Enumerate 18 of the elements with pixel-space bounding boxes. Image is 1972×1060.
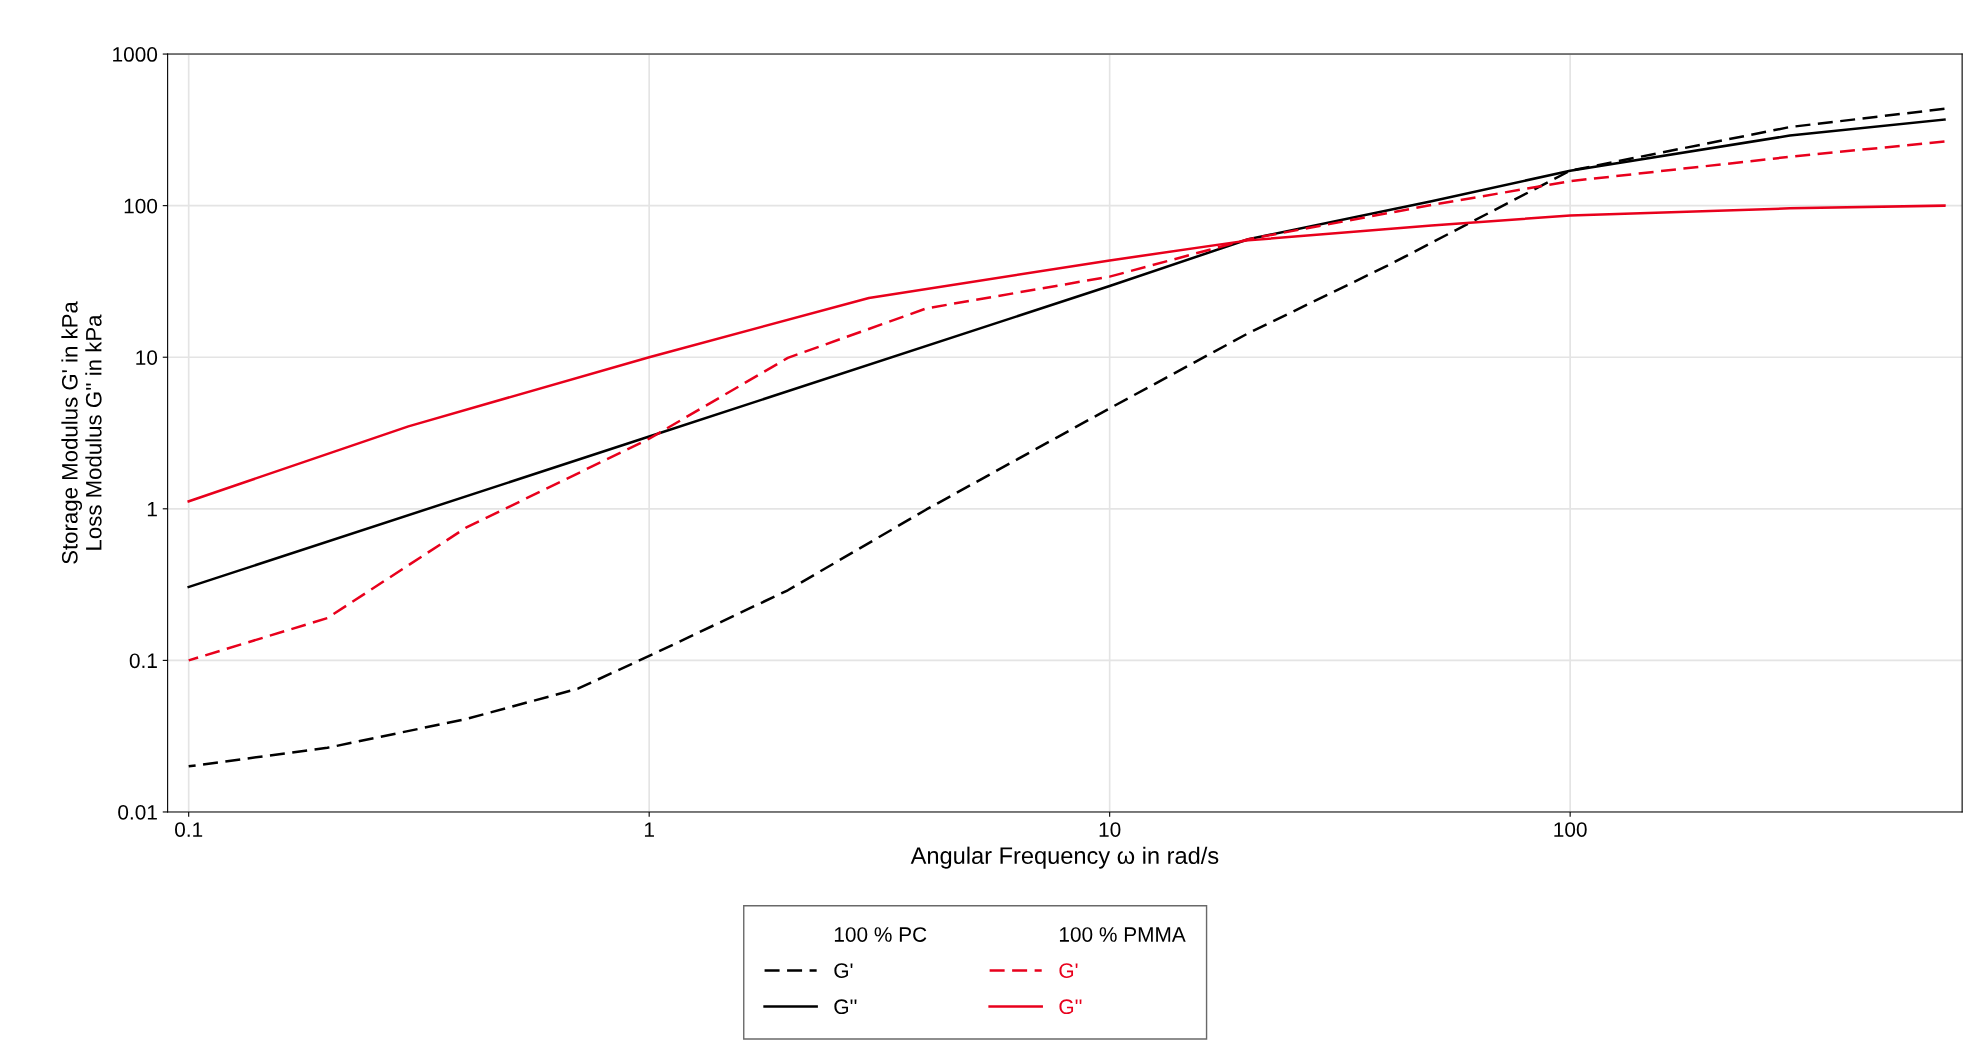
- x-tick-label: 10: [1099, 822, 1121, 837]
- legend-label: G': [1059, 963, 1078, 978]
- x-tick-label: 1: [644, 822, 654, 837]
- y-tick-label: 0.01: [118, 804, 157, 820]
- text: 100 % PC: [834, 927, 927, 942]
- legend-label: G'': [1059, 999, 1082, 1015]
- x-axis-title: Angular Frequency ω in rad/s: [910, 846, 1219, 869]
- y-tick-label: 1: [147, 502, 157, 517]
- y-tick-label: 0.1: [129, 653, 157, 669]
- y-tick-label: 100: [124, 198, 158, 214]
- x-tick-label: 100: [1554, 822, 1587, 837]
- x-tick-label: 0.1: [175, 822, 203, 837]
- y-tick-label: 1000: [113, 47, 158, 62]
- legend-label: G'': [834, 999, 857, 1015]
- y-tick-label: 10: [136, 350, 158, 365]
- y-axis-title: Storage Modulus G' in kPa Loss Modulus G'' in kPa: [61, 301, 102, 564]
- legend-label: G': [834, 963, 853, 978]
- text: 100 % PMMA: [1059, 927, 1186, 942]
